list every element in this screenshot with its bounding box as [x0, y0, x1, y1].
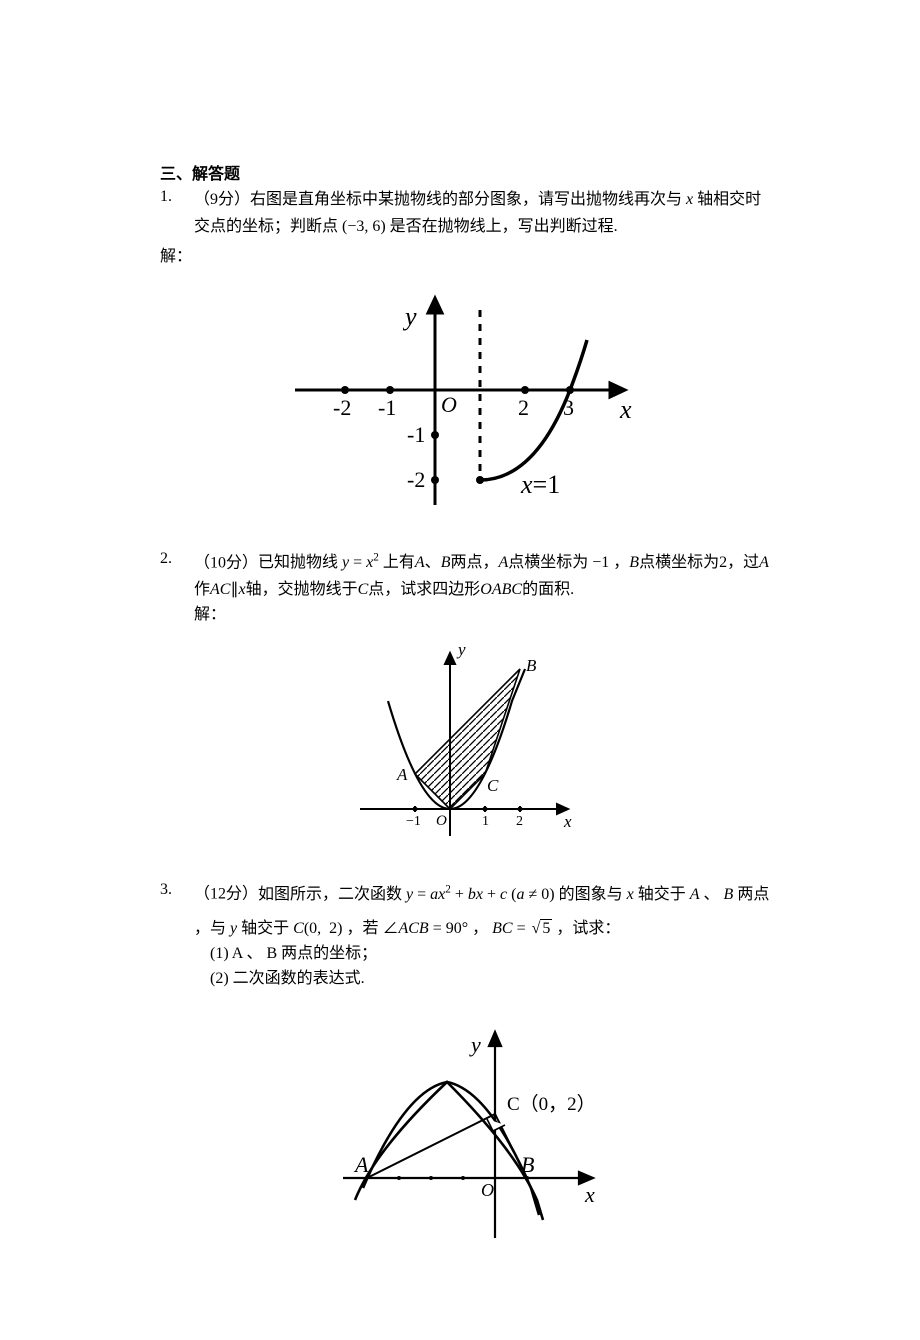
problem-3: 3. （12分）如图所示，二次函数 y = ax2 + bx + c (a ≠ … — [160, 881, 770, 1250]
problem-1-line1: 右图是直角坐标中某抛物线的部分图象，请写出抛物线再次与 x 轴相交时 — [250, 191, 761, 208]
svg-text:C: C — [487, 776, 499, 795]
problem-1-figure: y x -2 -1 2 3 -1 -2 O x=1 — [160, 280, 770, 520]
svg-text:x: x — [584, 1182, 595, 1207]
svg-text:O: O — [441, 392, 457, 417]
problem-1-line2: 交点的坐标；判断点 (−3, 6) 是否在抛物线上，写出判断过程. — [160, 215, 770, 240]
problem-3-text: （12分）如图所示，二次函数 y = ax2 + bx + c (a ≠ 0) … — [194, 881, 769, 907]
parabola-2-svg: y x A B C O −1 1 2 — [350, 641, 580, 846]
section-title: 三、解答题 — [160, 160, 770, 184]
y-axis-label: y — [402, 302, 417, 331]
problem-2-number: 2. — [160, 550, 194, 568]
svg-text:A: A — [396, 765, 408, 784]
problem-2: 2. （10分）已知抛物线 y = x2 上有A、B两点，A点横坐标为 −1 ，… — [160, 550, 770, 852]
svg-text:-1: -1 — [378, 395, 396, 420]
parabola-3-svg: y x A B O C（0，2） — [315, 1020, 615, 1245]
problem-1-number: 1. — [160, 188, 194, 206]
svg-text:x=1: x=1 — [520, 470, 560, 499]
x-axis-label: x — [619, 395, 632, 424]
svg-text:y: y — [456, 641, 466, 659]
problem-3-line2: ，与 y 轴交于 C(0, 2) ，若 ∠ACB = 90° ， BC = 5 … — [160, 917, 770, 942]
problem-3-points: （12分） — [194, 886, 258, 903]
svg-text:A: A — [353, 1152, 369, 1177]
problem-3-sub2: (2) 二次函数的表达式. — [160, 967, 770, 992]
parabola-1-svg: y x -2 -1 2 3 -1 -2 O x=1 — [285, 280, 645, 515]
problem-1-answer-label: 解： — [160, 242, 770, 266]
problem-2-line2: 作AC∥x轴，交抛物线于C点，试求四边形OABC的面积. — [160, 578, 770, 603]
svg-text:x: x — [563, 812, 572, 831]
svg-text:−1: −1 — [406, 814, 421, 829]
svg-text:-1: -1 — [407, 422, 425, 447]
point-c-label: C（0，2） — [507, 1093, 596, 1115]
problem-2-text: （10分）已知抛物线 y = x2 上有A、B两点，A点横坐标为 −1 ，B点横… — [194, 550, 769, 576]
svg-text:B: B — [526, 656, 537, 675]
svg-text:2: 2 — [516, 814, 523, 829]
problem-2-figure: y x A B C O −1 1 2 — [160, 641, 770, 851]
problem-1-text: （9分）右图是直角坐标中某抛物线的部分图象，请写出抛物线再次与 x 轴相交时 — [194, 188, 761, 213]
svg-text:O: O — [436, 813, 447, 829]
svg-text:-2: -2 — [407, 467, 425, 492]
svg-text:-2: -2 — [333, 395, 351, 420]
svg-text:2: 2 — [518, 395, 529, 420]
svg-text:1: 1 — [482, 814, 489, 829]
svg-text:y: y — [469, 1032, 481, 1057]
problem-1-points: （9分） — [194, 191, 250, 208]
problem-3-line1: 如图所示，二次函数 y = ax2 + bx + c (a ≠ 0) 的图象与 … — [258, 886, 769, 903]
problem-3-number: 3. — [160, 881, 194, 899]
problem-3-sub1: (1) A 、 B 两点的坐标； — [160, 942, 770, 967]
problem-2-line1: 已知抛物线 y = x2 上有A、B两点，A点横坐标为 −1 ，B点横坐标为2，… — [258, 554, 769, 571]
svg-text:3: 3 — [563, 395, 574, 420]
problem-2-answer-label: 解： — [160, 603, 770, 628]
problem-2-points: （10分） — [194, 554, 258, 571]
svg-text:B: B — [521, 1152, 534, 1177]
problem-3-figure: y x A B O C（0，2） — [160, 1020, 770, 1250]
problem-1: 1. （9分）右图是直角坐标中某抛物线的部分图象，请写出抛物线再次与 x 轴相交… — [160, 188, 770, 520]
svg-text:O: O — [481, 1180, 494, 1200]
